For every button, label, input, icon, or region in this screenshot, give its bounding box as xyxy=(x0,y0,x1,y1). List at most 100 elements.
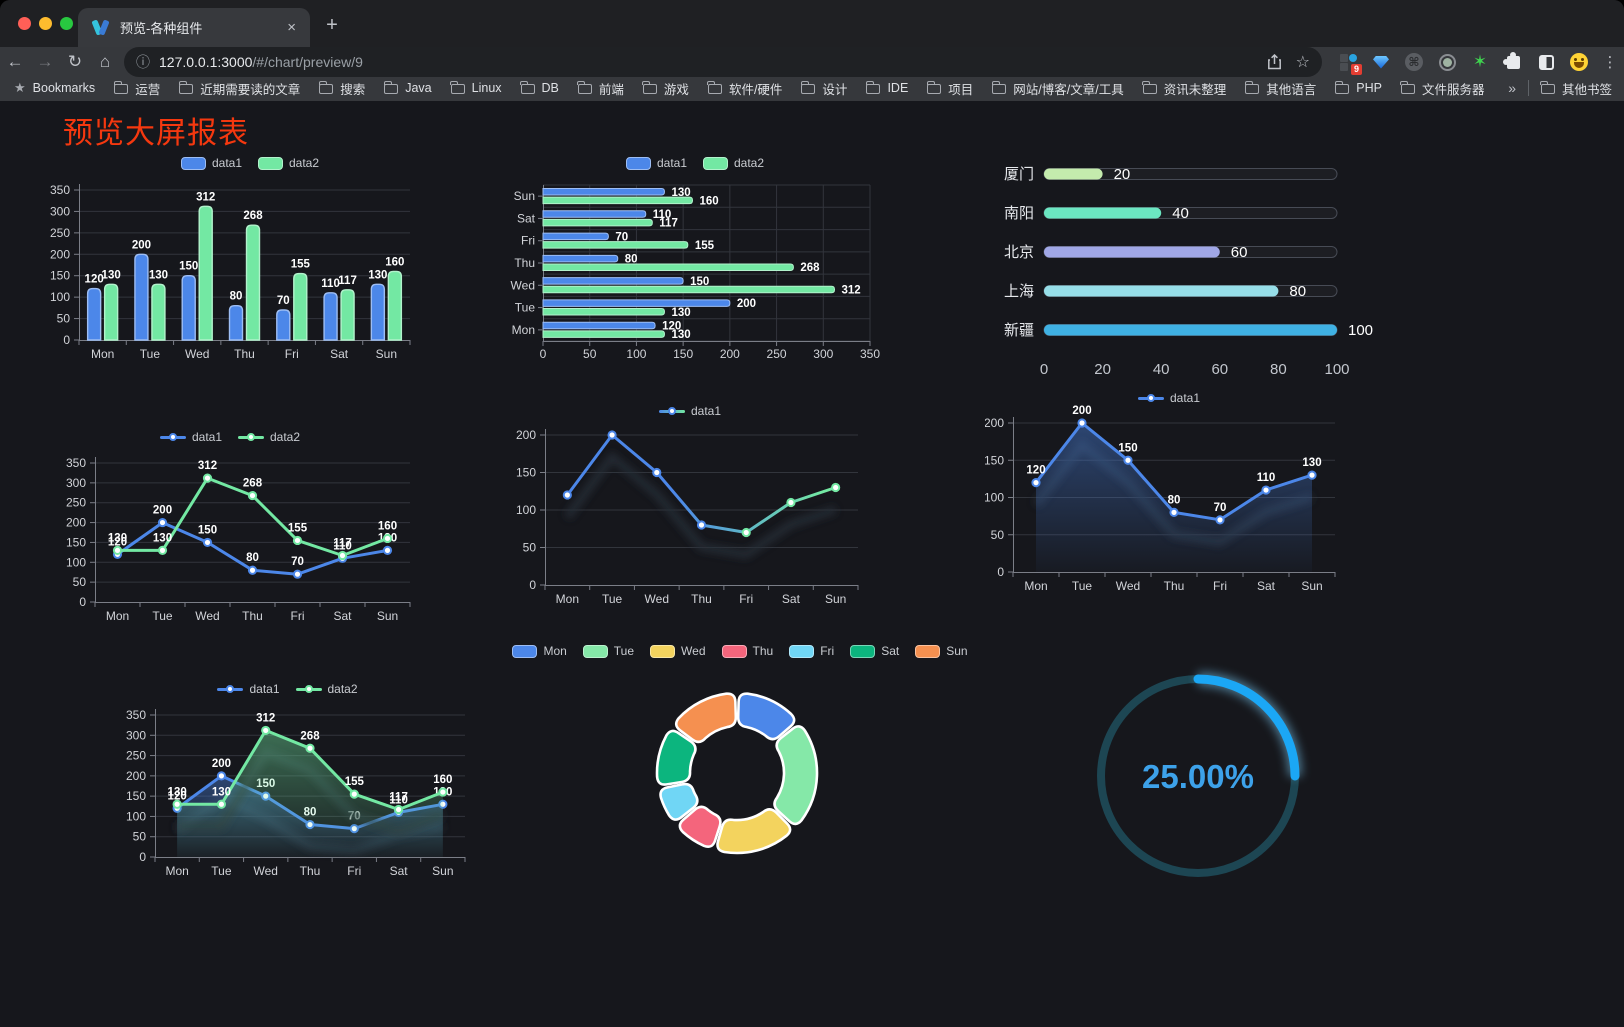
window-close-button[interactable] xyxy=(18,17,31,30)
svg-text:300: 300 xyxy=(50,204,70,218)
window-minimize-button[interactable] xyxy=(39,17,52,30)
legend-item[interactable]: Fri xyxy=(789,644,834,658)
bookmark-folder[interactable]: 资讯未整理 xyxy=(1142,79,1226,98)
bookmark-folder[interactable]: 搜索 xyxy=(318,79,365,98)
bookmark-star-icon[interactable]: ☆ xyxy=(1295,54,1310,71)
legend-item[interactable]: data1 xyxy=(180,156,242,170)
share-icon[interactable] xyxy=(1267,54,1282,70)
extension-command-icon[interactable]: ⌘ xyxy=(1404,52,1424,72)
legend-item[interactable]: Sat xyxy=(850,644,899,658)
legend-label: Fri xyxy=(820,644,835,658)
bookmark-folder[interactable]: 设计 xyxy=(800,79,847,98)
svg-text:312: 312 xyxy=(198,460,217,472)
svg-text:110: 110 xyxy=(653,209,672,221)
bookmark-folder[interactable]: DB xyxy=(520,80,559,95)
window-zoom-button[interactable] xyxy=(60,17,73,30)
bookmark-folder-label: Linux xyxy=(471,81,502,95)
svg-text:150: 150 xyxy=(198,524,217,536)
legend-swatch xyxy=(658,407,685,415)
svg-text:25.00%: 25.00% xyxy=(1142,758,1254,795)
bookmark-folder[interactable]: 近期需要读的文章 xyxy=(178,79,300,98)
svg-text:350: 350 xyxy=(126,708,146,722)
bookmark-folder[interactable]: 文件服务器 xyxy=(1400,79,1485,98)
back-icon[interactable]: ← xyxy=(6,52,24,71)
site-info-icon[interactable]: ⓘ xyxy=(136,54,150,70)
bookmark-folder[interactable]: 前端 xyxy=(577,79,624,98)
svg-text:Sun: Sun xyxy=(377,609,398,623)
browser-tab[interactable]: 预览-各种组件 × xyxy=(78,8,310,47)
other-bookmarks-item[interactable]: 其他书签 xyxy=(1540,79,1612,98)
bookmark-folder[interactable]: 其他语言 xyxy=(1244,79,1316,98)
legend-item[interactable]: Tue xyxy=(582,644,634,658)
extensions-puzzle-icon[interactable] xyxy=(1502,51,1523,72)
bookmark-folder[interactable]: 软件/硬件 xyxy=(707,79,782,98)
legend-item[interactable]: Thu xyxy=(721,644,774,658)
folder-icon xyxy=(926,80,942,94)
legend-item[interactable]: Wed xyxy=(650,644,706,658)
extension-star-icon[interactable]: ✶ xyxy=(1472,52,1488,71)
browser-menu-icon[interactable]: ⋮ xyxy=(1602,54,1618,71)
svg-text:130: 130 xyxy=(153,532,172,544)
folder-icon xyxy=(1400,80,1415,94)
legend-item[interactable]: data1 xyxy=(1137,391,1200,405)
legend-item[interactable]: Mon xyxy=(512,644,567,658)
bookmark-folder[interactable]: 项目 xyxy=(926,79,973,98)
bookmark-folder[interactable]: IDE xyxy=(865,80,908,95)
legend-label: Thu xyxy=(752,644,774,658)
svg-text:130: 130 xyxy=(1302,457,1321,469)
bookmark-folder[interactable]: PHP xyxy=(1334,80,1382,95)
svg-text:200: 200 xyxy=(153,505,172,517)
svg-text:155: 155 xyxy=(291,259,311,271)
legend-item[interactable]: data2 xyxy=(258,156,319,170)
folder-icon xyxy=(450,80,465,94)
home-icon[interactable]: ⌂ xyxy=(99,52,111,71)
svg-text:200: 200 xyxy=(50,247,70,261)
svg-text:200: 200 xyxy=(132,239,151,251)
legend-item[interactable]: data1 xyxy=(217,682,280,696)
legend-item[interactable]: data1 xyxy=(625,156,687,170)
legend-item[interactable]: data1 xyxy=(159,430,222,444)
extension-record-icon[interactable] xyxy=(1437,52,1457,72)
bookmark-folder[interactable]: Java xyxy=(383,80,432,95)
svg-text:268: 268 xyxy=(243,210,263,222)
svg-text:20: 20 xyxy=(1094,361,1111,376)
reload-icon[interactable]: ↻ xyxy=(67,52,83,71)
svg-text:130: 130 xyxy=(671,187,690,199)
legend-item[interactable]: data2 xyxy=(703,156,764,170)
forward-icon[interactable]: → xyxy=(36,52,54,71)
svg-text:Thu: Thu xyxy=(1164,579,1185,593)
legend-item[interactable]: data2 xyxy=(238,430,300,444)
bookmark-folder[interactable]: 游戏 xyxy=(642,79,689,98)
extension-emoji-icon[interactable] xyxy=(1569,52,1589,72)
extension-contrast-icon[interactable] xyxy=(1536,52,1556,72)
legend-item[interactable]: Sun xyxy=(915,644,968,658)
legend-item[interactable]: data2 xyxy=(295,682,358,696)
svg-text:Wed: Wed xyxy=(185,347,209,361)
tab-close-icon[interactable]: × xyxy=(287,19,296,36)
donut-chart xyxy=(655,692,819,855)
legend-item[interactable]: data1 xyxy=(658,404,721,418)
tab-strip: 预览-各种组件 × + xyxy=(0,0,1624,47)
svg-text:130: 130 xyxy=(108,532,127,544)
svg-text:150: 150 xyxy=(50,269,70,283)
svg-text:Sat: Sat xyxy=(330,347,349,361)
new-tab-button[interactable]: + xyxy=(326,14,338,36)
bookmark-folder[interactable]: 运营 xyxy=(113,79,160,98)
svg-text:Thu: Thu xyxy=(514,256,535,270)
tab-title: 预览-各种组件 xyxy=(120,21,203,36)
bookmark-folder[interactable]: 网站/博客/文章/工具 xyxy=(991,79,1124,98)
legend-swatch xyxy=(1137,394,1164,402)
svg-text:130: 130 xyxy=(671,329,690,341)
bookmark-folder[interactable]: Linux xyxy=(450,80,502,95)
svg-text:Mon: Mon xyxy=(91,347,114,361)
svg-text:Mon: Mon xyxy=(165,864,188,878)
bookmark-folder-label: 文件服务器 xyxy=(1421,82,1485,97)
svg-text:268: 268 xyxy=(243,478,263,490)
address-bar[interactable]: ⓘ 127.0.0.1:3000/#/chart/preview/9 ☆ xyxy=(124,47,1322,77)
extension-gem-icon[interactable] xyxy=(1371,52,1391,72)
bookmarks-overflow-icon[interactable]: » xyxy=(1508,80,1516,96)
bookmarks-manager-item[interactable]: ★ Bookmarks xyxy=(14,80,95,96)
extension-grid-icon[interactable]: 9 xyxy=(1338,52,1362,75)
svg-text:Fri: Fri xyxy=(347,864,361,878)
svg-text:80: 80 xyxy=(1168,494,1181,506)
